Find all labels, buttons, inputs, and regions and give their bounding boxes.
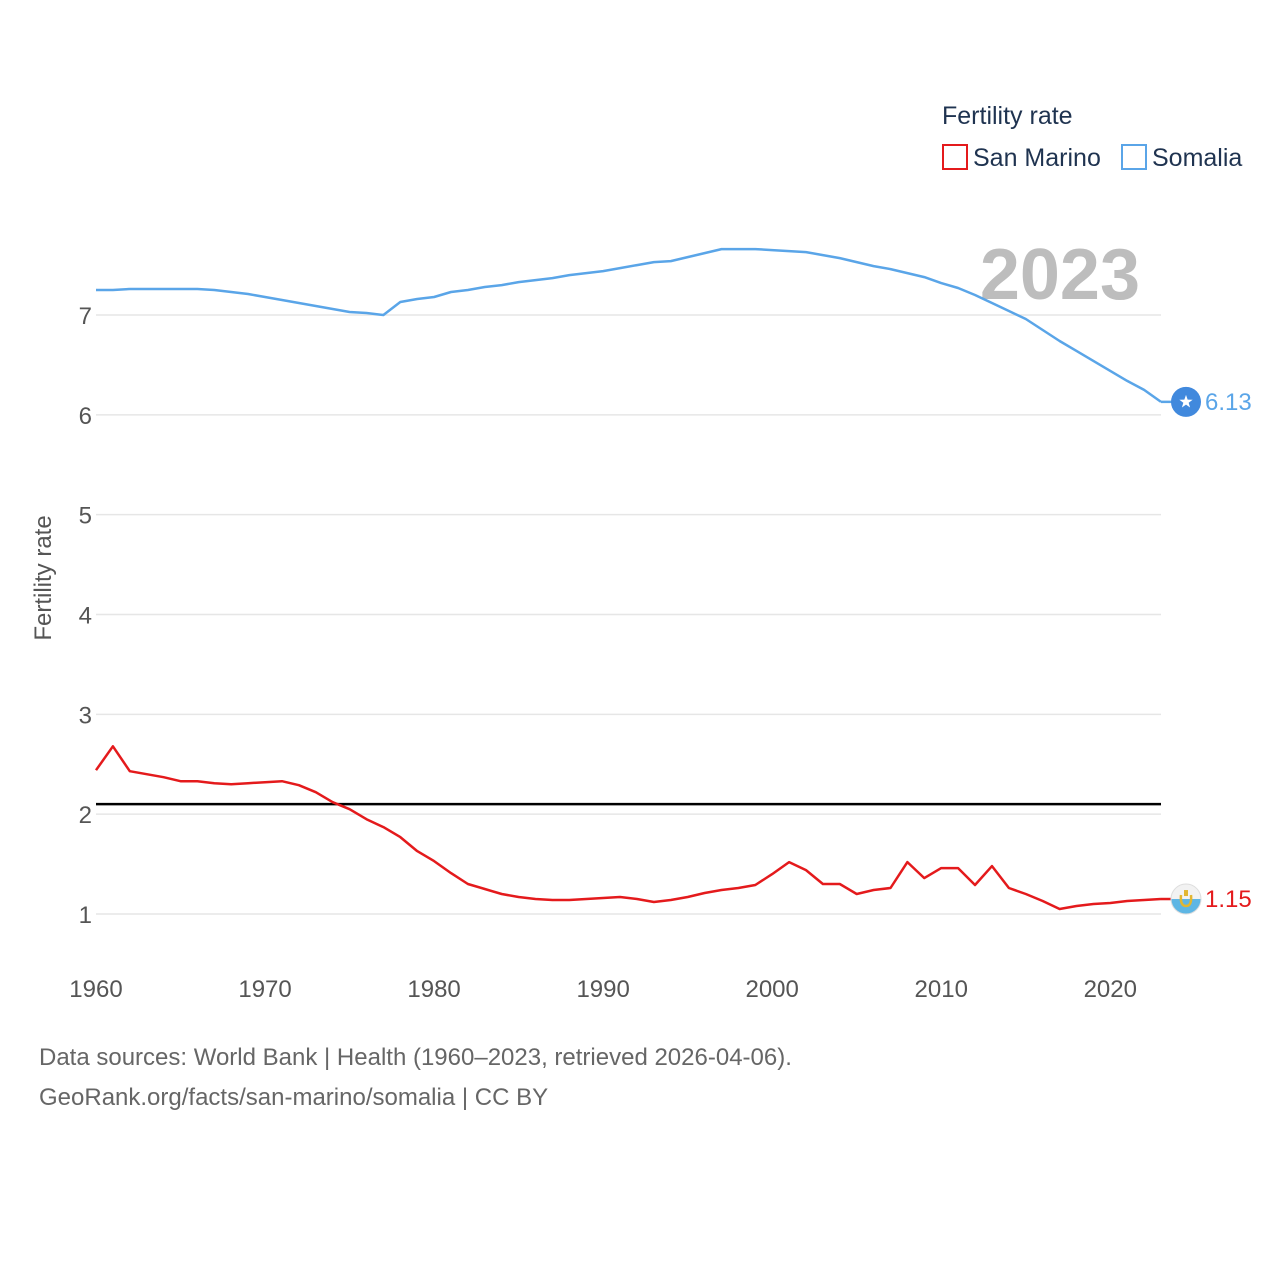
y-tick-labels: 1 2 3 4 5 6 7 [79,303,92,929]
x-tick-1990: 1990 [576,976,629,1003]
x-tick-2010: 2010 [915,976,968,1003]
gridlines [96,314,1161,915]
x-tick-2020: 2020 [1084,976,1137,1003]
y-tick-3: 3 [79,702,92,729]
y-tick-1: 1 [79,902,92,929]
series-line-san-marino [94,745,1162,911]
legend-swatch-somalia [1121,144,1147,170]
y-axis-title: Fertility rate [30,515,57,640]
san-marino-flag-icon [1170,883,1202,915]
y-tick-5: 5 [79,503,92,530]
legend: Fertility rate San Marino Somalia [942,102,1242,172]
footer-credit: GeoRank.org/facts/san-marino/somalia | C… [39,1084,549,1111]
y-tick-2: 2 [79,802,92,829]
footer-sources: Data sources: World Bank | Health (1960–… [39,1044,792,1071]
x-tick-1980: 1980 [407,976,460,1003]
x-tick-1960: 1960 [69,976,122,1003]
coat-of-arms-icon [1179,894,1193,908]
series-line-somalia [96,247,1162,403]
somalia-flag-icon [1171,386,1201,417]
y-tick-6: 6 [79,403,92,430]
x-tick-labels: 1960 1970 1980 1990 2000 2010 2020 [69,976,1137,1003]
end-markers: 1.15 6.13 [1161,386,1252,915]
x-tick-1970: 1970 [238,976,291,1003]
legend-label-somalia: Somalia [1152,144,1242,172]
year-label: 2023 [980,235,1140,315]
legend-title: Fertility rate [942,102,1073,130]
san-marino-flag-ring [1170,883,1202,915]
star-icon [1179,394,1193,408]
end-value-san-marino: 1.15 [1205,886,1252,913]
y-tick-4: 4 [79,603,92,630]
crown-icon [1184,890,1188,897]
legend-swatch-san-marino [942,144,968,170]
chart: 1 2 3 4 5 6 7 1960 1970 1980 1990 2000 2010 2020 Fer… [30,102,1252,1003]
end-value-somalia: 6.13 [1205,389,1252,416]
series-lines [94,247,1162,911]
y-tick-7: 7 [79,303,92,330]
x-tick-2000: 2000 [745,976,798,1003]
legend-label-san-marino: San Marino [973,144,1101,172]
